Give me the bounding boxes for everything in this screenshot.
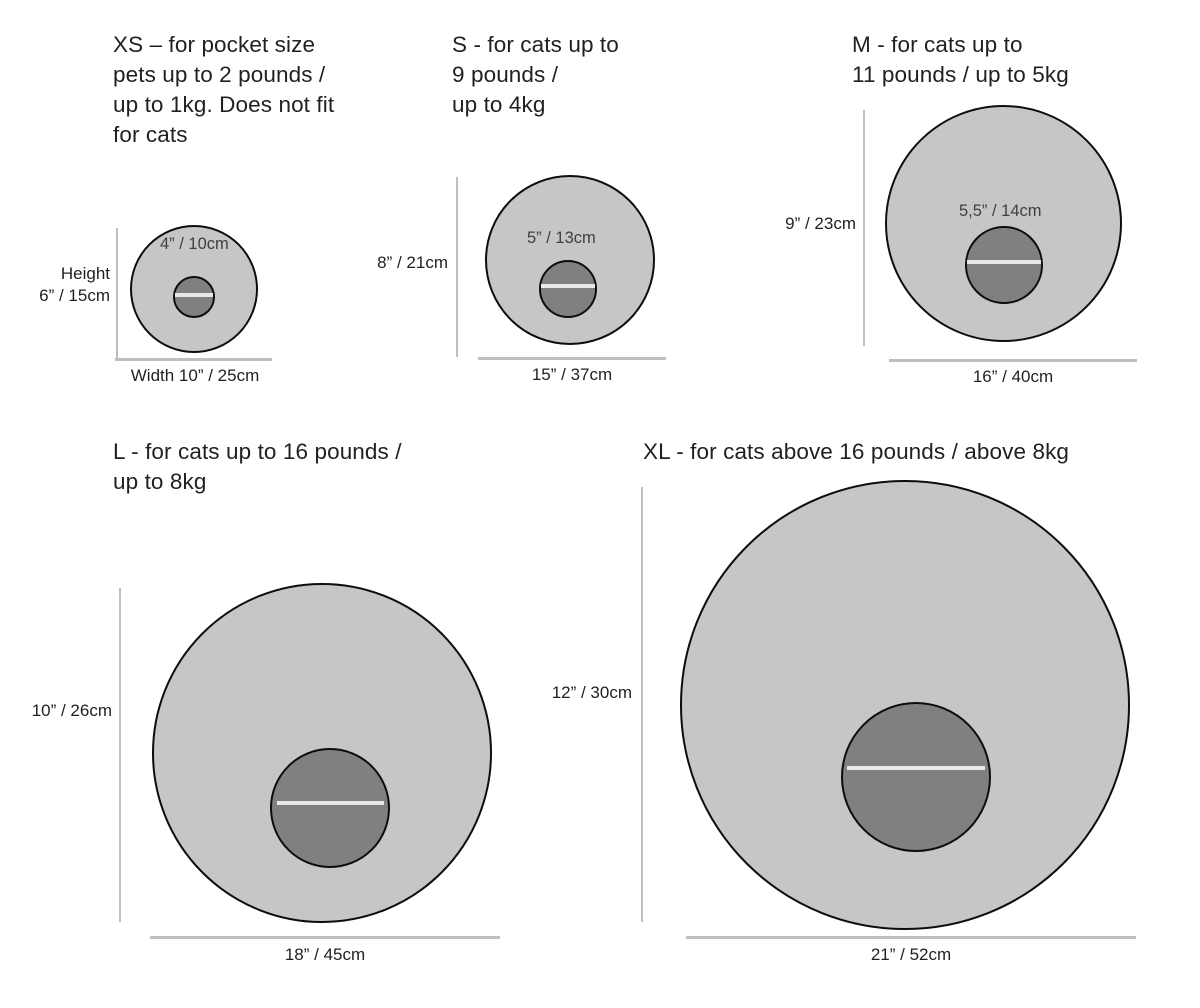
height-measure-line-l	[119, 588, 121, 922]
width-measure-line-xl	[686, 936, 1136, 939]
inner-diameter-rule-l	[277, 801, 384, 805]
size-heading-m: M - for cats up to 11 pounds / up to 5kg	[852, 32, 1069, 87]
width-measure-line-s	[478, 357, 666, 360]
size-heading-xl: XL - for cats above 16 pounds / above 8k…	[643, 439, 1070, 464]
height-label-l: 10” / 26cm	[31, 701, 112, 720]
width-measure-line-xs	[115, 358, 272, 361]
width-label-m: 16” / 40cm	[972, 367, 1054, 386]
height-measure-line-xs	[116, 228, 118, 359]
height-measure-line-m	[863, 110, 865, 346]
width-measure-line-l	[150, 936, 500, 939]
bed-inner-circle-xs	[173, 276, 215, 318]
inner-diameter-label-m: 5,5” / 14cm	[959, 202, 1042, 220]
height-label-xl: 12” / 30cm	[551, 683, 632, 702]
size-heading-s: S - for cats up to 9 pounds / up to 4kg	[452, 32, 619, 117]
height-measure-line-xl	[641, 487, 643, 922]
bed-inner-circle-s	[539, 260, 597, 318]
width-measure-line-m	[889, 359, 1137, 362]
size-heading-l: L - for cats up to 16 pounds / up to 8kg	[113, 439, 402, 494]
height-label-m: 9” / 23cm	[785, 214, 856, 233]
inner-diameter-rule-xs	[175, 293, 213, 297]
height-label-s: 8” / 21cm	[377, 253, 448, 272]
bed-inner-circle-xl	[841, 702, 991, 852]
inner-diameter-rule-s	[541, 284, 595, 288]
height-measure-line-s	[456, 177, 458, 357]
inner-diameter-label-xs: 4” / 10cm	[160, 235, 229, 253]
size-heading-xs: XS – for pocket size pets up to 2 pounds…	[113, 32, 335, 147]
bed-outer-circle-m	[885, 105, 1122, 342]
width-label-xl: 21” / 52cm	[870, 945, 952, 964]
inner-diameter-rule-m	[967, 260, 1041, 264]
height-label-xs: Height 6” / 15cm	[39, 264, 110, 305]
width-label-s: 15” / 37cm	[531, 365, 613, 384]
inner-diameter-rule-xl	[847, 766, 985, 770]
bed-inner-circle-l	[270, 748, 390, 868]
width-label-l: 18” / 45cm	[284, 945, 366, 964]
bed-inner-circle-m	[965, 226, 1043, 304]
width-label-xs: Width 10” / 25cm	[130, 366, 260, 385]
inner-diameter-label-s: 5” / 13cm	[527, 229, 596, 247]
